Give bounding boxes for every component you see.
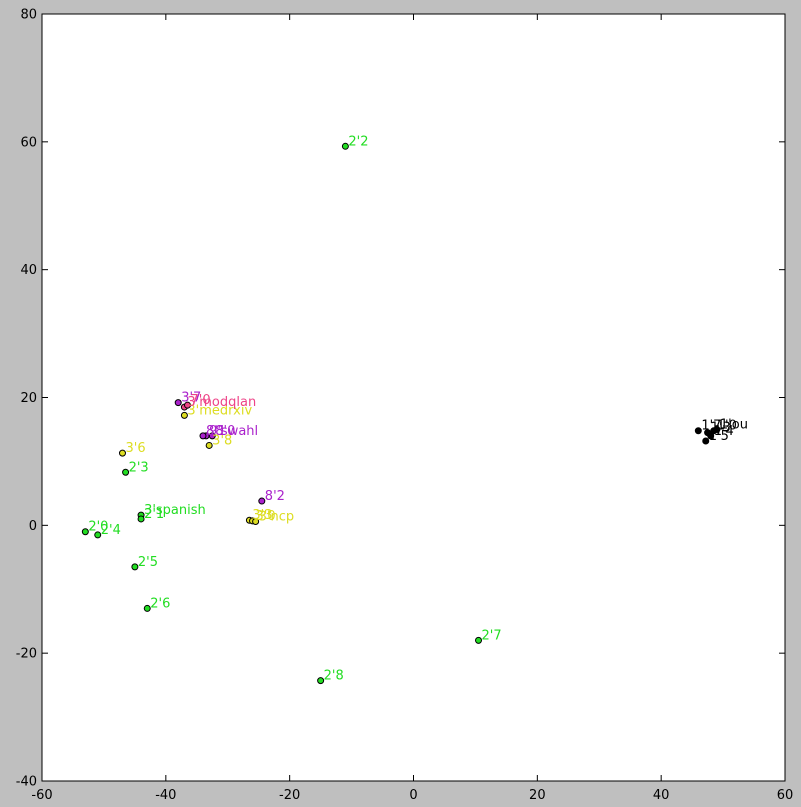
data-point <box>475 636 483 644</box>
data-point <box>252 517 260 525</box>
point-label: 7'0 <box>191 393 211 408</box>
data-point <box>208 432 216 440</box>
point-label: 2'2 <box>348 134 368 149</box>
data-point <box>94 531 102 539</box>
x-tick-label: 60 <box>777 788 794 803</box>
y-tick-label: 60 <box>20 135 37 150</box>
point-label: 3'modqlan <box>187 395 256 410</box>
point-label: 3'ncp <box>259 509 294 524</box>
y-tick-label: 80 <box>20 8 37 23</box>
data-point <box>143 604 151 612</box>
data-point <box>81 528 89 536</box>
data-point <box>341 142 349 150</box>
y-tick-label: 40 <box>20 263 37 278</box>
data-point <box>184 401 192 409</box>
data-point <box>205 441 213 449</box>
data-point <box>131 563 139 571</box>
point-label: 3'spanish <box>144 503 206 518</box>
point-label: 9'swahl <box>209 424 258 439</box>
x-tick-label: 20 <box>529 788 546 803</box>
point-label: 2'5 <box>138 555 158 570</box>
point-label: 1'3 <box>711 421 731 436</box>
point-label: 8'2 <box>265 489 285 504</box>
point-label: 1'7 <box>701 419 721 434</box>
point-label: 2'8 <box>324 669 344 684</box>
point-label: 3'medrxiv <box>187 403 252 418</box>
point-label: 3'8 <box>212 433 232 448</box>
x-tick-label: 0 <box>409 788 417 803</box>
y-tick-label: -40 <box>16 775 37 790</box>
data-point <box>702 437 710 445</box>
x-tick-label: 40 <box>653 788 670 803</box>
point-label: 2'7 <box>482 628 502 643</box>
x-tick-label: -60 <box>31 788 52 803</box>
point-label: 1'5 <box>709 429 729 444</box>
data-point <box>317 677 325 685</box>
point-label: 8'1 <box>206 424 226 439</box>
point-label: 2'4 <box>101 523 121 538</box>
y-tick-label: 20 <box>20 391 37 406</box>
data-points <box>81 142 721 685</box>
point-label: 8'0 <box>215 424 235 439</box>
point-label: 1'ou <box>720 417 748 432</box>
data-point <box>174 399 182 407</box>
data-point <box>199 432 207 440</box>
data-point <box>258 497 266 505</box>
point-label: 2'0 <box>88 520 108 535</box>
point-label: 3'0 <box>256 509 276 524</box>
point-label: 2'3 <box>129 460 149 475</box>
data-point <box>137 515 145 523</box>
point-label: 2'6 <box>150 596 170 611</box>
data-point <box>118 449 126 457</box>
point-label: 3'3 <box>252 508 272 523</box>
point-label: 1'0 <box>717 419 737 434</box>
x-tick-label: -20 <box>279 788 300 803</box>
data-point <box>122 468 130 476</box>
point-label: 3'6 <box>125 441 145 456</box>
point-label: 1'4 <box>714 424 734 439</box>
data-point <box>180 411 188 419</box>
data-point <box>713 425 721 433</box>
data-point <box>694 427 702 435</box>
point-label: 3'7 <box>181 391 201 406</box>
data-point <box>707 432 715 440</box>
y-tick-label: -20 <box>16 647 37 662</box>
point-label: 2'1 <box>144 507 164 522</box>
x-tick-label: -40 <box>155 788 176 803</box>
plot-area <box>41 13 786 782</box>
y-tick-label: 0 <box>29 519 37 534</box>
